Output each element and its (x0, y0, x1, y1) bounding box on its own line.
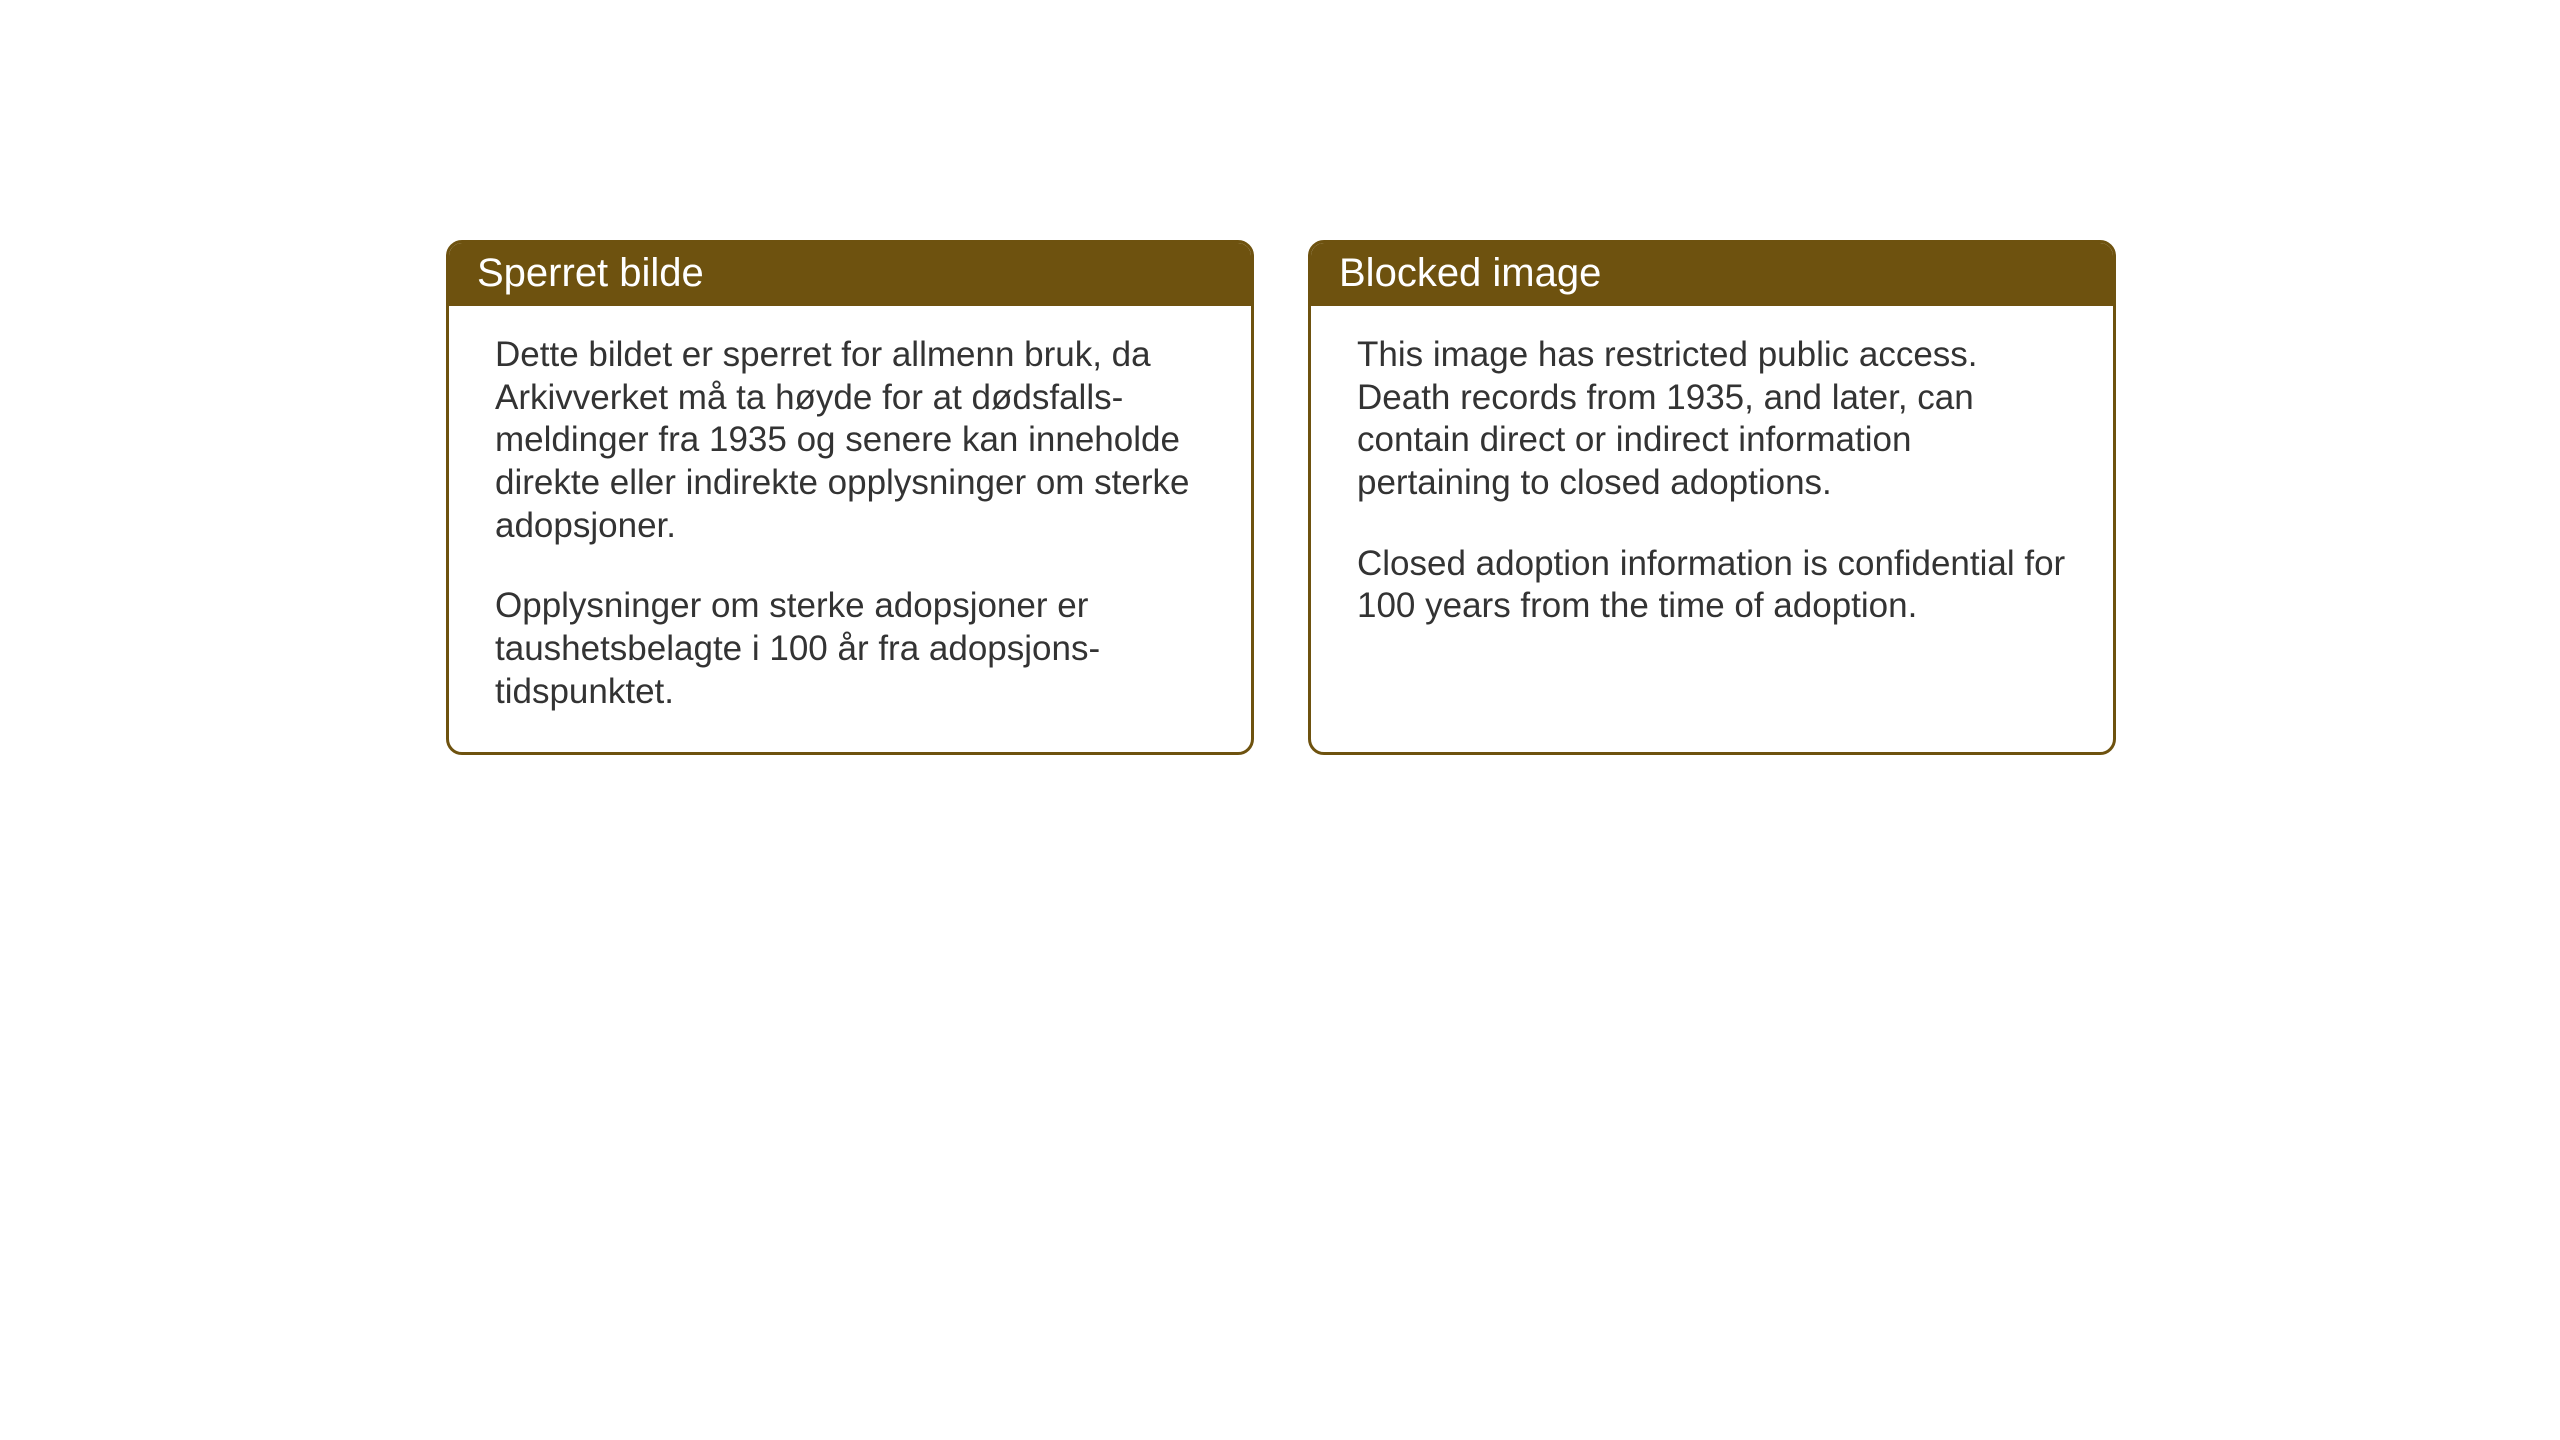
card-header-english: Blocked image (1311, 243, 2113, 306)
card-paragraph-1-english: This image has restricted public access.… (1357, 334, 2067, 505)
card-english: Blocked image This image has restricted … (1308, 240, 2116, 755)
cards-container: Sperret bilde Dette bildet er sperret fo… (0, 0, 2560, 755)
card-paragraph-1-norwegian: Dette bildet er sperret for allmenn bruk… (495, 334, 1205, 547)
card-paragraph-2-english: Closed adoption information is confident… (1357, 543, 2067, 628)
card-paragraph-2-norwegian: Opplysninger om sterke adopsjoner er tau… (495, 585, 1205, 713)
card-body-norwegian: Dette bildet er sperret for allmenn bruk… (449, 306, 1251, 752)
card-body-english: This image has restricted public access.… (1311, 306, 2113, 666)
card-norwegian: Sperret bilde Dette bildet er sperret fo… (446, 240, 1254, 755)
card-header-norwegian: Sperret bilde (449, 243, 1251, 306)
